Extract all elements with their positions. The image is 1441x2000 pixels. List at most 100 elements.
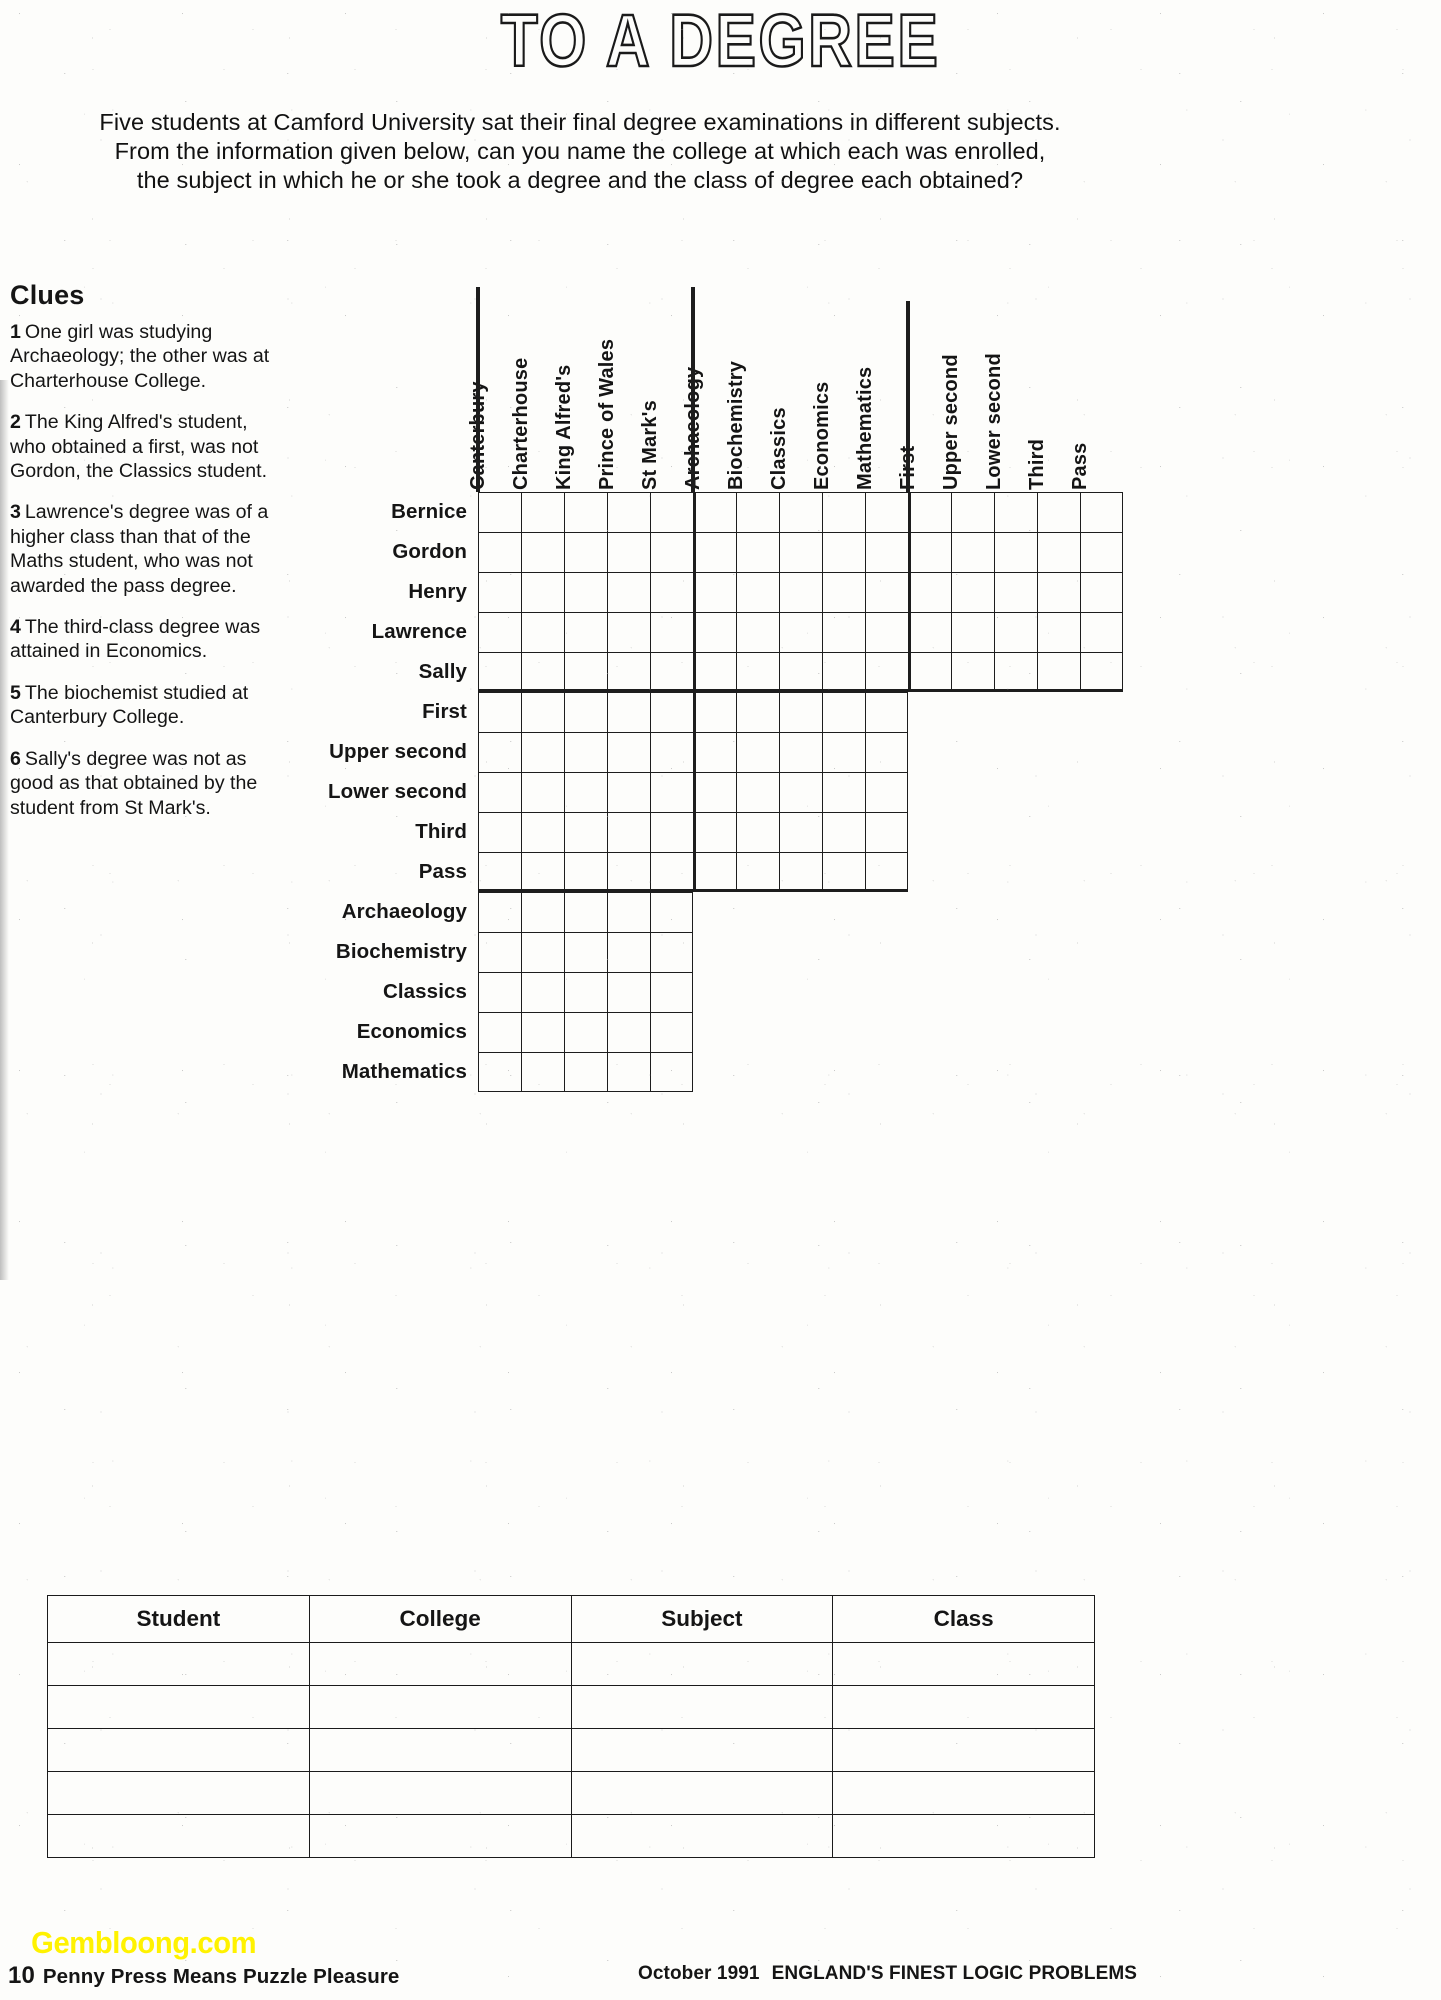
grid-cell[interactable] <box>650 1012 693 1052</box>
grid-cell[interactable] <box>908 572 951 612</box>
grid-cell[interactable] <box>607 932 650 972</box>
grid-cell[interactable] <box>478 572 521 612</box>
grid-cell[interactable] <box>607 1052 650 1092</box>
grid-cell[interactable] <box>1080 492 1123 532</box>
solution-cell[interactable] <box>832 1642 1095 1686</box>
solution-cell[interactable] <box>308 1642 572 1686</box>
grid-cell[interactable] <box>736 812 779 852</box>
grid-cell[interactable] <box>478 852 521 892</box>
grid-cell[interactable] <box>736 612 779 652</box>
grid-cell[interactable] <box>650 532 693 572</box>
grid-cell[interactable] <box>650 812 693 852</box>
grid-cell[interactable] <box>607 612 650 652</box>
solution-cell[interactable] <box>47 1814 310 1858</box>
grid-cell[interactable] <box>908 652 951 692</box>
grid-cell[interactable] <box>994 492 1037 532</box>
solution-cell[interactable] <box>570 1642 834 1686</box>
grid-cell[interactable] <box>1080 612 1123 652</box>
grid-cell[interactable] <box>779 612 822 652</box>
grid-cell[interactable] <box>822 692 865 732</box>
grid-cell[interactable] <box>822 852 865 892</box>
grid-cell[interactable] <box>564 852 607 892</box>
grid-cell[interactable] <box>865 652 908 692</box>
grid-cell[interactable] <box>779 492 822 532</box>
grid-cell[interactable] <box>564 532 607 572</box>
grid-cell[interactable] <box>994 612 1037 652</box>
grid-cell[interactable] <box>478 732 521 772</box>
grid-cell[interactable] <box>607 492 650 532</box>
solution-cell[interactable] <box>47 1771 310 1815</box>
grid-cell[interactable] <box>478 652 521 692</box>
grid-cell[interactable] <box>951 612 994 652</box>
grid-cell[interactable] <box>736 572 779 612</box>
grid-cell[interactable] <box>607 772 650 812</box>
grid-cell[interactable] <box>693 652 736 692</box>
grid-cell[interactable] <box>607 572 650 612</box>
grid-cell[interactable] <box>521 492 564 532</box>
solution-cell[interactable] <box>832 1771 1095 1815</box>
grid-cell[interactable] <box>521 1052 564 1092</box>
grid-cell[interactable] <box>994 652 1037 692</box>
grid-cell[interactable] <box>736 652 779 692</box>
grid-cell[interactable] <box>564 732 607 772</box>
grid-cell[interactable] <box>478 772 521 812</box>
grid-cell[interactable] <box>779 812 822 852</box>
solution-cell[interactable] <box>47 1642 310 1686</box>
grid-cell[interactable] <box>564 932 607 972</box>
grid-cell[interactable] <box>650 612 693 652</box>
grid-cell[interactable] <box>1037 652 1080 692</box>
grid-cell[interactable] <box>1080 572 1123 612</box>
grid-cell[interactable] <box>521 572 564 612</box>
grid-cell[interactable] <box>650 892 693 932</box>
solution-cell[interactable] <box>308 1728 572 1772</box>
grid-cell[interactable] <box>908 532 951 572</box>
solution-cell[interactable] <box>308 1814 572 1858</box>
grid-cell[interactable] <box>478 612 521 652</box>
grid-cell[interactable] <box>521 892 564 932</box>
grid-cell[interactable] <box>478 812 521 852</box>
grid-cell[interactable] <box>822 652 865 692</box>
grid-cell[interactable] <box>478 692 521 732</box>
grid-cell[interactable] <box>607 972 650 1012</box>
grid-cell[interactable] <box>779 692 822 732</box>
grid-cell[interactable] <box>607 892 650 932</box>
grid-cell[interactable] <box>607 532 650 572</box>
grid-cell[interactable] <box>822 492 865 532</box>
grid-cell[interactable] <box>564 1052 607 1092</box>
grid-cell[interactable] <box>693 852 736 892</box>
grid-cell[interactable] <box>521 732 564 772</box>
grid-cell[interactable] <box>650 852 693 892</box>
grid-cell[interactable] <box>564 972 607 1012</box>
grid-cell[interactable] <box>1037 492 1080 532</box>
solution-cell[interactable] <box>832 1728 1095 1772</box>
grid-cell[interactable] <box>521 652 564 692</box>
grid-cell[interactable] <box>779 652 822 692</box>
grid-cell[interactable] <box>650 932 693 972</box>
grid-cell[interactable] <box>693 772 736 812</box>
grid-cell[interactable] <box>865 692 908 732</box>
grid-cell[interactable] <box>736 532 779 572</box>
grid-cell[interactable] <box>521 1012 564 1052</box>
grid-cell[interactable] <box>650 492 693 532</box>
grid-cell[interactable] <box>1037 572 1080 612</box>
solution-cell[interactable] <box>570 1728 834 1772</box>
grid-cell[interactable] <box>822 612 865 652</box>
grid-cell[interactable] <box>865 852 908 892</box>
grid-cell[interactable] <box>693 572 736 612</box>
solution-cell[interactable] <box>47 1685 310 1729</box>
solution-cell[interactable] <box>570 1685 834 1729</box>
grid-cell[interactable] <box>951 572 994 612</box>
grid-cell[interactable] <box>564 692 607 732</box>
grid-cell[interactable] <box>693 692 736 732</box>
grid-cell[interactable] <box>693 612 736 652</box>
grid-cell[interactable] <box>478 932 521 972</box>
grid-cell[interactable] <box>1080 652 1123 692</box>
grid-cell[interactable] <box>521 612 564 652</box>
grid-cell[interactable] <box>994 572 1037 612</box>
grid-cell[interactable] <box>994 532 1037 572</box>
grid-cell[interactable] <box>822 532 865 572</box>
grid-cell[interactable] <box>521 852 564 892</box>
grid-cell[interactable] <box>865 612 908 652</box>
grid-cell[interactable] <box>779 772 822 812</box>
grid-cell[interactable] <box>779 572 822 612</box>
